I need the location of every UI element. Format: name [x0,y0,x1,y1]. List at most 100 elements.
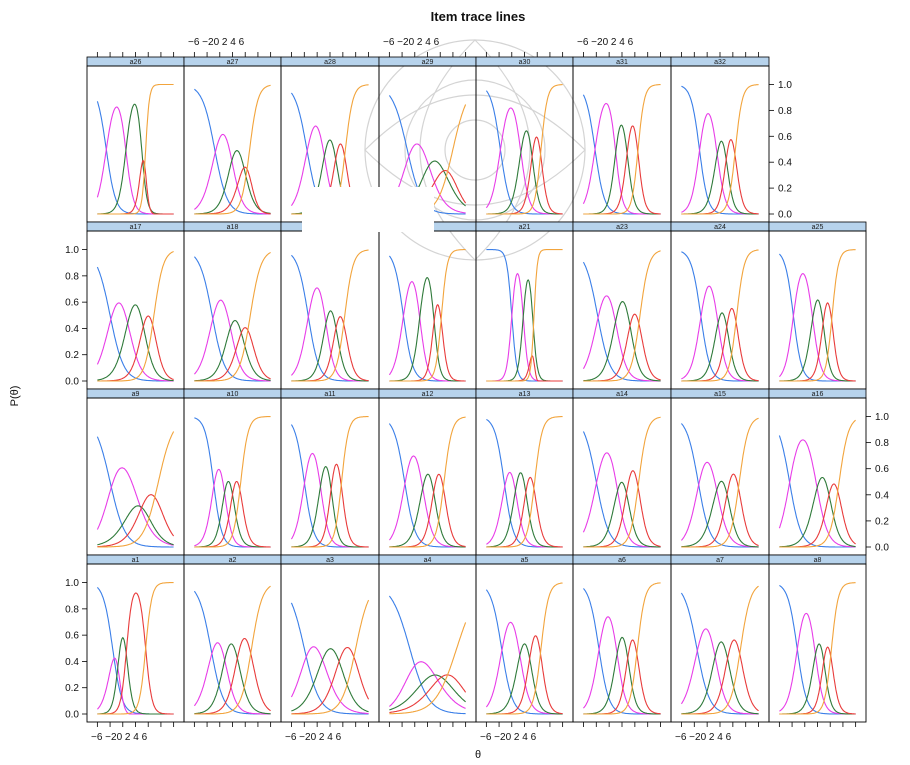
strip-label-a17: a17 [130,224,142,231]
panel-a8: a8 [768,554,867,723]
trace-a5-cat2 [485,621,563,715]
trace-a8-cat3 [779,643,856,715]
x-tick-label: −6 −20 2 4 6 [91,732,148,743]
frame-a18 [183,230,282,390]
frame-a21 [475,230,574,390]
trace-a10-cat3 [194,480,271,548]
strip-label-a16: a16 [812,391,824,398]
trace-a20-cat1 [388,255,466,382]
trace-a19-cat5 [291,249,369,382]
strip-label-a21: a21 [519,224,531,231]
trace-a27-cat3 [194,150,271,215]
panel-a17: a17 [86,221,185,390]
y-tick-label: 0.8 [778,106,792,117]
trace-a11-cat5 [291,416,369,548]
trace-a3-cat2 [290,646,369,715]
top-tick-labels: −6 −20 2 4 6 −6 −20 2 4 6 −6 −20 2 4 6 [188,37,634,48]
trace-a15-cat3 [681,480,759,548]
frame-a16 [768,397,867,556]
trace-a12-cat4 [389,473,466,548]
y-tick-label: 0.2 [875,516,889,527]
strip-label-a23: a23 [616,224,628,231]
y-tick-label: 1.0 [65,245,79,256]
trace-a15-cat5 [681,417,759,548]
trace-a9-cat3 [97,505,174,546]
y-tick-label: 0.4 [875,490,889,501]
x-tick-label: −6 −20 2 4 6 [675,732,732,743]
trace-a26-cat5 [97,83,174,215]
trace-a17-cat3 [97,304,174,382]
trace-a30-cat1 [485,90,563,215]
trace-a3-cat4 [291,646,370,715]
strip-label-a30: a30 [519,59,531,66]
trace-a7-cat2 [680,628,759,715]
trace-a27-cat1 [194,88,271,215]
panel-a24: a24 [670,221,770,390]
y-tick-label: 1.0 [778,80,792,91]
strip-label-a7: a7 [716,557,724,564]
trace-a21-cat4 [486,354,563,382]
y-tick-label: 0.0 [778,210,792,221]
panel-a14: a14 [572,388,672,556]
y-tick-label: 0.8 [875,438,889,449]
trace-a29-cat2 [388,143,466,214]
bottom-axis-ticks [96,722,857,727]
x-tick-label: −6 −20 2 4 6 [383,37,440,48]
strip-label-a25: a25 [812,224,824,231]
trace-a32-cat1 [681,85,759,215]
frame-a6 [572,563,672,723]
trace-a18-cat1 [193,256,271,382]
strip-label-a14: a14 [616,391,628,398]
y-tick-label: 0.0 [65,377,79,388]
trace-a6-cat5 [583,582,661,715]
trace-a6-cat4 [583,639,661,715]
panel-a31: a31 [572,56,672,223]
strip-label-a27: a27 [227,59,239,66]
bottom-tick-labels: −6 −20 2 4 6 −6 −20 2 4 6 −6 −20 2 4 6 −6 −… [91,732,732,743]
strip-label-a32: a32 [714,59,726,66]
strip-label-a28: a28 [324,59,336,66]
trace-a19-cat3 [291,310,369,382]
strip-label-a29: a29 [422,59,434,66]
strip-label-a31: a31 [616,59,628,66]
trace-a7-cat3 [681,641,759,715]
panel-a32: a32 [670,56,770,223]
trace-a4-cat1 [388,595,466,715]
x-tick-label: −6 −20 2 4 6 [577,37,634,48]
frame-a3 [280,563,380,723]
trace-a25-cat3 [779,299,856,382]
trace-a16-cat5 [779,419,856,548]
trace-a24-cat3 [681,312,759,382]
trace-a13-cat3 [486,472,563,548]
panel-a9: a9 [86,388,185,556]
trace-a2-cat3 [194,643,271,715]
trace-a12-cat2 [388,455,466,548]
strip-label-a15: a15 [714,391,726,398]
y-tick-label: 0.8 [65,271,79,282]
trace-a9-cat2 [96,467,174,546]
trace-a25-cat4 [779,302,856,382]
strip-label-a11: a11 [324,391,335,398]
trace-a24-cat4 [681,307,759,382]
frame-a10 [183,397,282,556]
panel-a19: a19 [280,221,380,390]
trace-a23-cat4 [583,313,661,382]
strip-label-a5: a5 [521,557,529,564]
trace-a18-cat2 [193,299,271,382]
trace-a12-cat3 [389,473,466,548]
panel-grid: a26 a27 a28 a29 a30 a31 a32 a17 a18 a19a20 a21 a23 a… [65,37,889,743]
trace-a18-cat3 [194,319,271,382]
trace-a1-cat2 [97,657,174,715]
trace-a2-cat2 [193,642,271,715]
strip-label-a3: a3 [326,557,334,564]
trace-a31-cat5 [583,84,661,215]
frame-a13 [475,397,574,556]
trace-a1-cat1 [96,587,174,715]
trace-a21-cat2 [486,272,563,382]
trace-a18-cat5 [194,251,271,382]
trace-a32-cat3 [681,140,759,215]
frame-a19 [280,230,380,390]
y-tick-label: 0.0 [65,710,79,721]
trace-a8-cat1 [779,584,856,715]
trace-a9-cat5 [97,431,175,548]
